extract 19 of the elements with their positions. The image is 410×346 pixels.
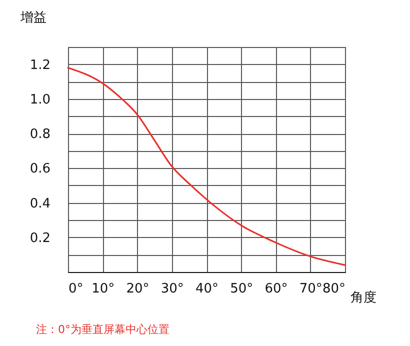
line-series xyxy=(67,66,346,266)
x-tick-label: 40° xyxy=(195,282,219,296)
y-tick-label: 1.2 xyxy=(30,58,50,73)
x-tick-label: 50° xyxy=(230,282,254,296)
y-axis-title: 增益 xyxy=(20,10,46,26)
x-axis-title: 角度 xyxy=(350,290,376,306)
y-tick-label: 0.6 xyxy=(30,162,50,177)
x-tick-label: 60° xyxy=(264,282,288,296)
text: 注：0°为垂直屏幕中心位置 xyxy=(36,322,170,337)
x-tick-label: 10° xyxy=(92,282,115,296)
x-tick-label: 70° xyxy=(299,282,322,296)
x-tick-label: 80° xyxy=(322,282,346,296)
y-tick-label: 0.4 xyxy=(30,196,50,212)
x-tick-label: 20° xyxy=(126,282,150,296)
y-tick-label: 1.0 xyxy=(30,92,50,108)
y-tick-label: 0.2 xyxy=(30,230,50,246)
y-tick-label: 0.8 xyxy=(30,127,50,142)
x-tick-label: 30° xyxy=(160,282,184,296)
x-tick-label: 0° xyxy=(68,282,84,296)
